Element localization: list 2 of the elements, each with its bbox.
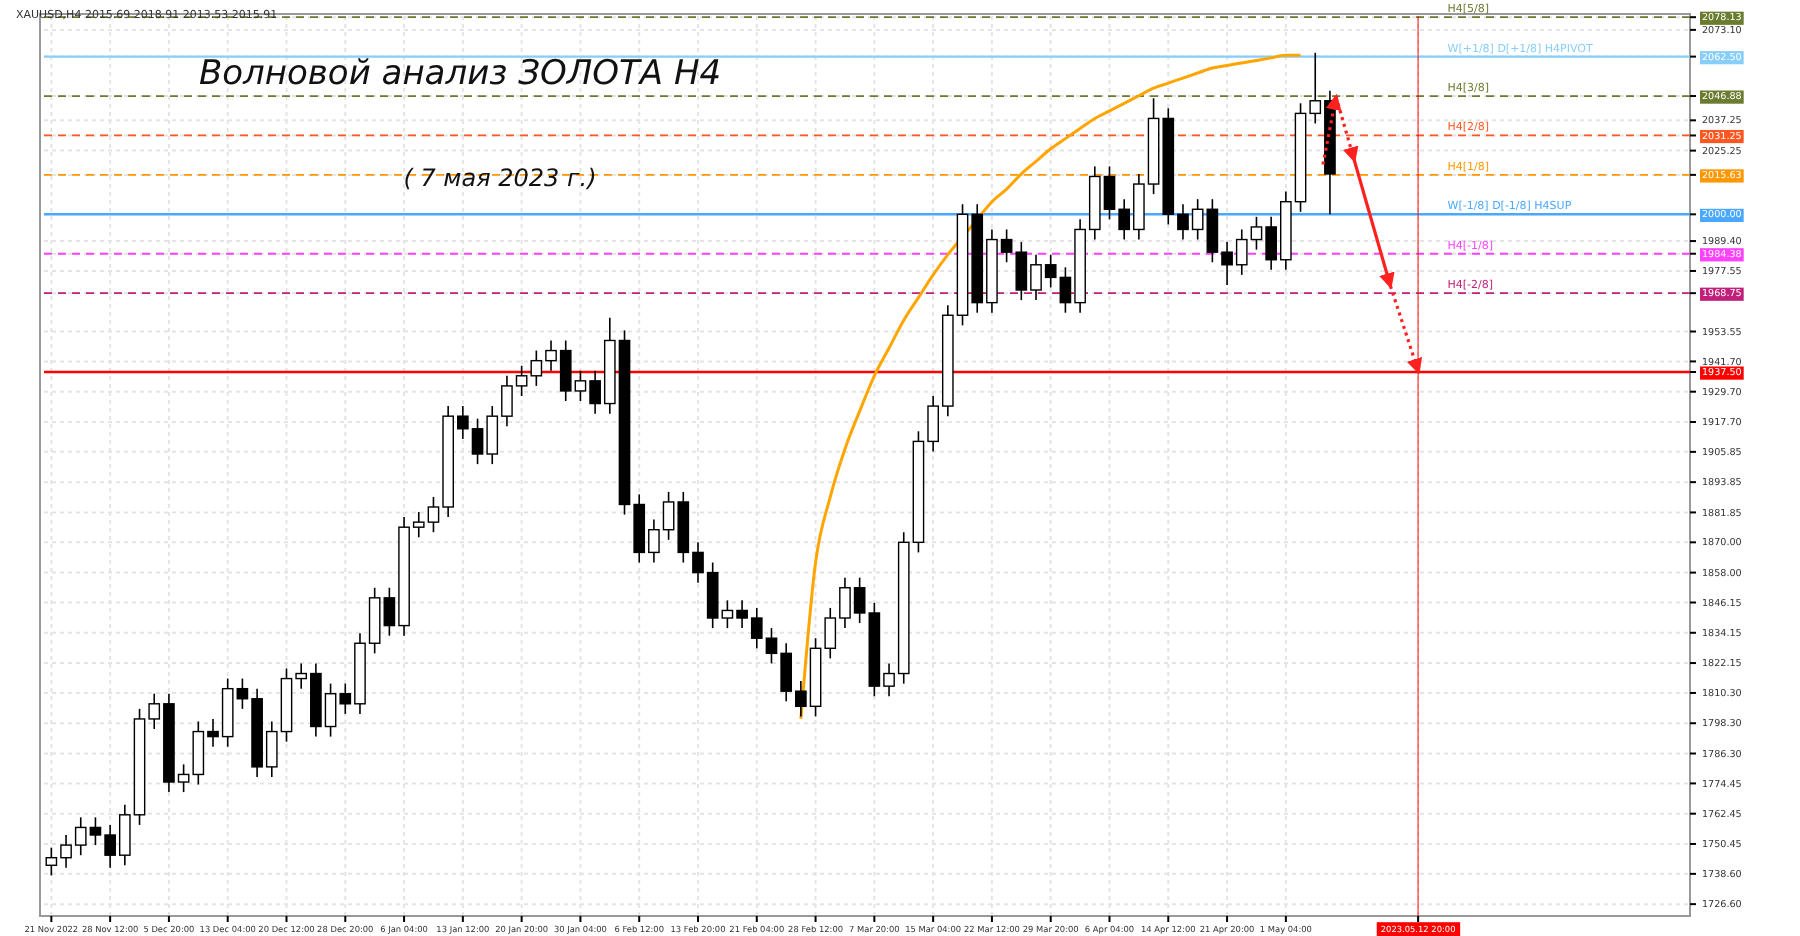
text: Волновой анализ ЗОЛОТА H4 xyxy=(198,54,722,94)
line-series xyxy=(799,53,1303,721)
